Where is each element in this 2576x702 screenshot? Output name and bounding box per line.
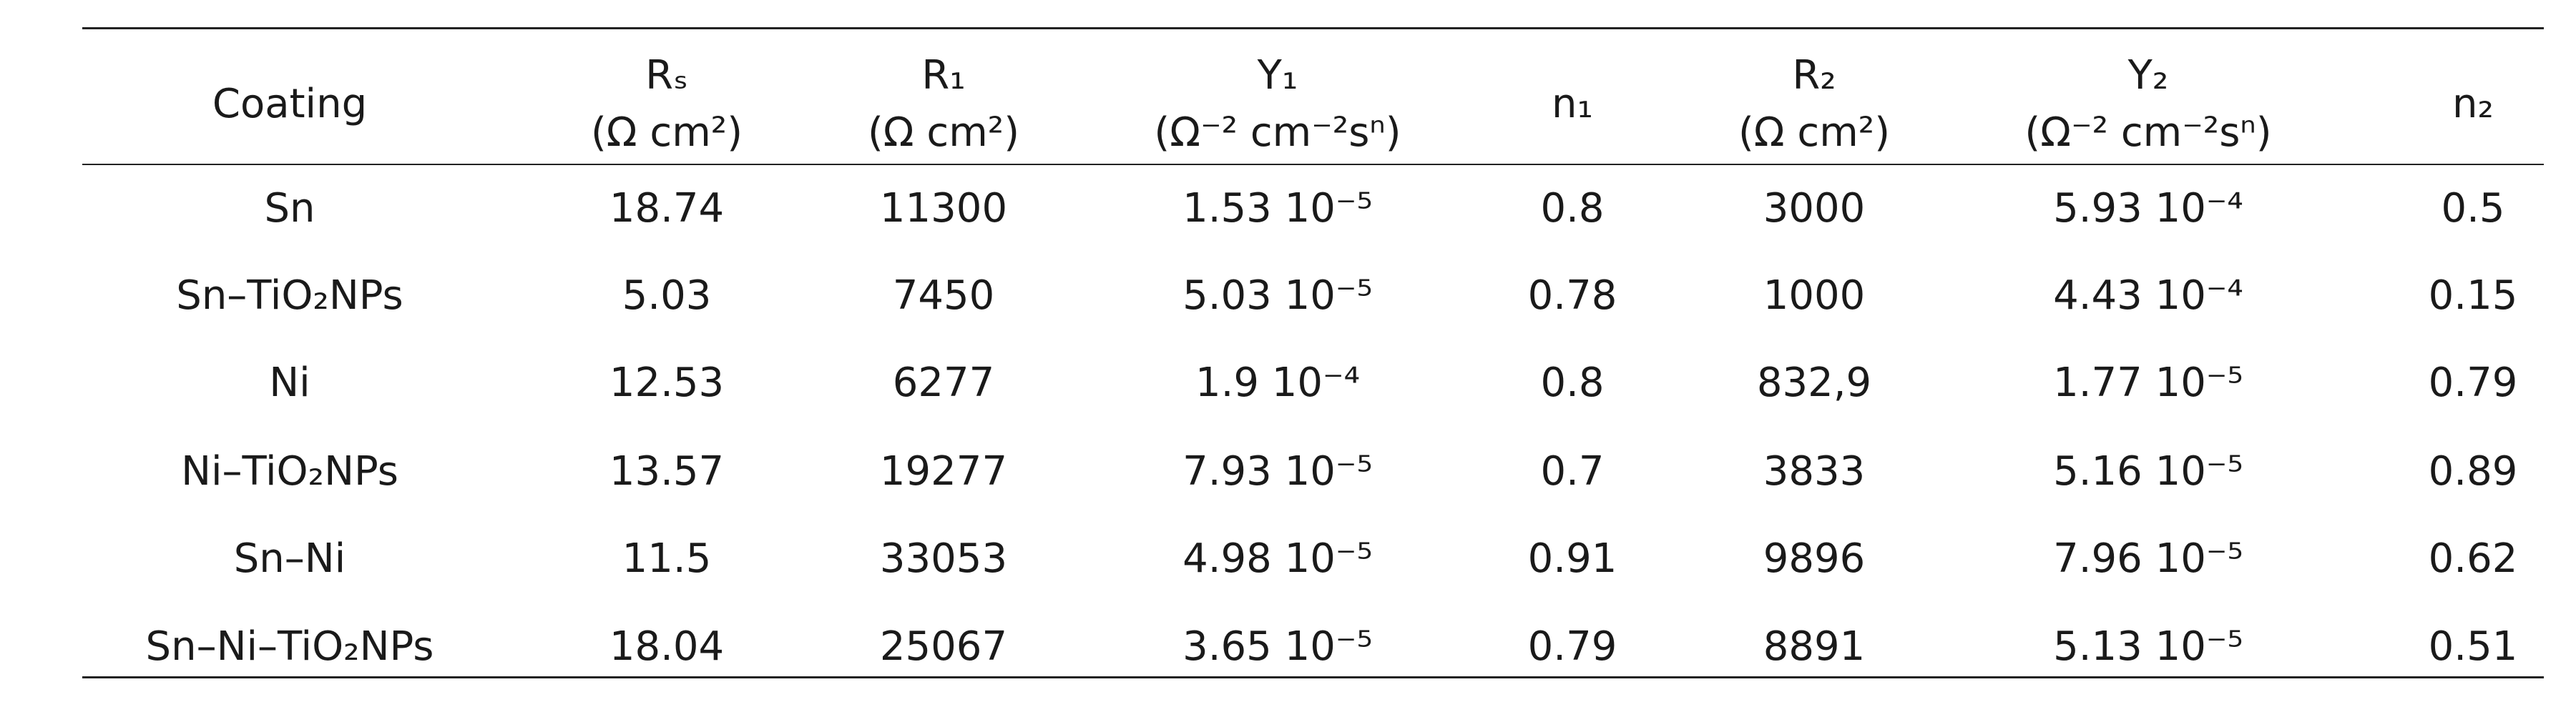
table-cell: 5.93 10⁻⁴ (2053, 185, 2243, 232)
table-cell: 0.79 (2428, 360, 2518, 406)
table-cell: 12.53 (609, 360, 725, 406)
table-cell: 1.77 10⁻⁵ (2053, 360, 2243, 406)
header-symbol: Y₁ (1257, 52, 1298, 99)
table-cell: 6277 (892, 360, 995, 406)
table-cell: 0.91 (1527, 535, 1617, 582)
table-cell: 33053 (879, 535, 1008, 582)
header-unit: (Ω cm²) (1738, 109, 1891, 156)
table-cell: 0.7 (1540, 448, 1605, 495)
header-symbol: n₁ (1552, 81, 1593, 127)
table-cell: 13.57 (609, 448, 725, 495)
table-cell: 11300 (879, 185, 1008, 232)
table-cell: 0.51 (2428, 623, 2518, 670)
coating-name: Ni–TiO₂NPs (181, 448, 398, 495)
header-symbol: Coating (212, 81, 368, 127)
header-unit: (Ω⁻² cm⁻²sⁿ) (2024, 109, 2272, 156)
coating-name: Sn (264, 185, 315, 232)
table-cell: 25067 (879, 623, 1008, 670)
table-cell: 18.04 (609, 623, 725, 670)
table-cell: 1.9 10⁻⁴ (1195, 360, 1361, 406)
header-symbol: Y₂ (2127, 52, 2169, 99)
header-unit: (Ω cm²) (590, 109, 743, 156)
table-cell: 832,9 (1756, 360, 1872, 406)
table-cell: 7.93 10⁻⁵ (1182, 448, 1373, 495)
header-rule (82, 164, 2544, 165)
table-cell: 8891 (1763, 623, 1866, 670)
table-cell: 4.43 10⁻⁴ (2053, 272, 2243, 319)
table-cell: 0.78 (1527, 272, 1617, 319)
table-cell: 0.79 (1527, 623, 1617, 670)
table-cell: 3000 (1763, 185, 1866, 232)
coating-name: Ni (269, 360, 310, 406)
table-cell: 3833 (1763, 448, 1866, 495)
coating-name: Sn–Ni–TiO₂NPs (145, 623, 434, 670)
table-cell: 0.8 (1540, 185, 1605, 232)
table-cell: 18.74 (609, 185, 725, 232)
table-cell: 5.16 10⁻⁵ (2053, 448, 2243, 495)
table-cell: 0.8 (1540, 360, 1605, 406)
coating-name: Sn–TiO₂NPs (176, 272, 403, 319)
table-cell: 19277 (879, 448, 1008, 495)
table-cell: 1000 (1763, 272, 1866, 319)
table-cell: 9896 (1763, 535, 1866, 582)
header-unit: (Ω cm²) (867, 109, 1020, 156)
table-cell: 1.53 10⁻⁵ (1182, 185, 1373, 232)
table-cell: 7450 (892, 272, 995, 319)
header-symbol: n₂ (2452, 81, 2494, 127)
table-cell: 0.62 (2428, 535, 2518, 582)
table-cell: 0.89 (2428, 448, 2518, 495)
table-cell: 5.13 10⁻⁵ (2053, 623, 2243, 670)
coating-name: Sn–Ni (233, 535, 346, 582)
table-cell: 11.5 (622, 535, 712, 582)
bottom-rule (82, 676, 2544, 678)
table-cell: 0.5 (2441, 185, 2505, 232)
table-cell: 0.15 (2428, 272, 2518, 319)
table-cell: 5.03 10⁻⁵ (1182, 272, 1373, 319)
header-symbol: Rₛ (645, 52, 688, 99)
table-cell: 5.03 (622, 272, 712, 319)
top-rule (82, 27, 2544, 29)
table-cell: 3.65 10⁻⁵ (1182, 623, 1373, 670)
table-cell: 4.98 10⁻⁵ (1182, 535, 1373, 582)
header-symbol: R₂ (1792, 52, 1836, 99)
header-unit: (Ω⁻² cm⁻²sⁿ) (1154, 109, 1401, 156)
header-symbol: R₁ (921, 52, 966, 99)
table-cell: 7.96 10⁻⁵ (2053, 535, 2243, 582)
